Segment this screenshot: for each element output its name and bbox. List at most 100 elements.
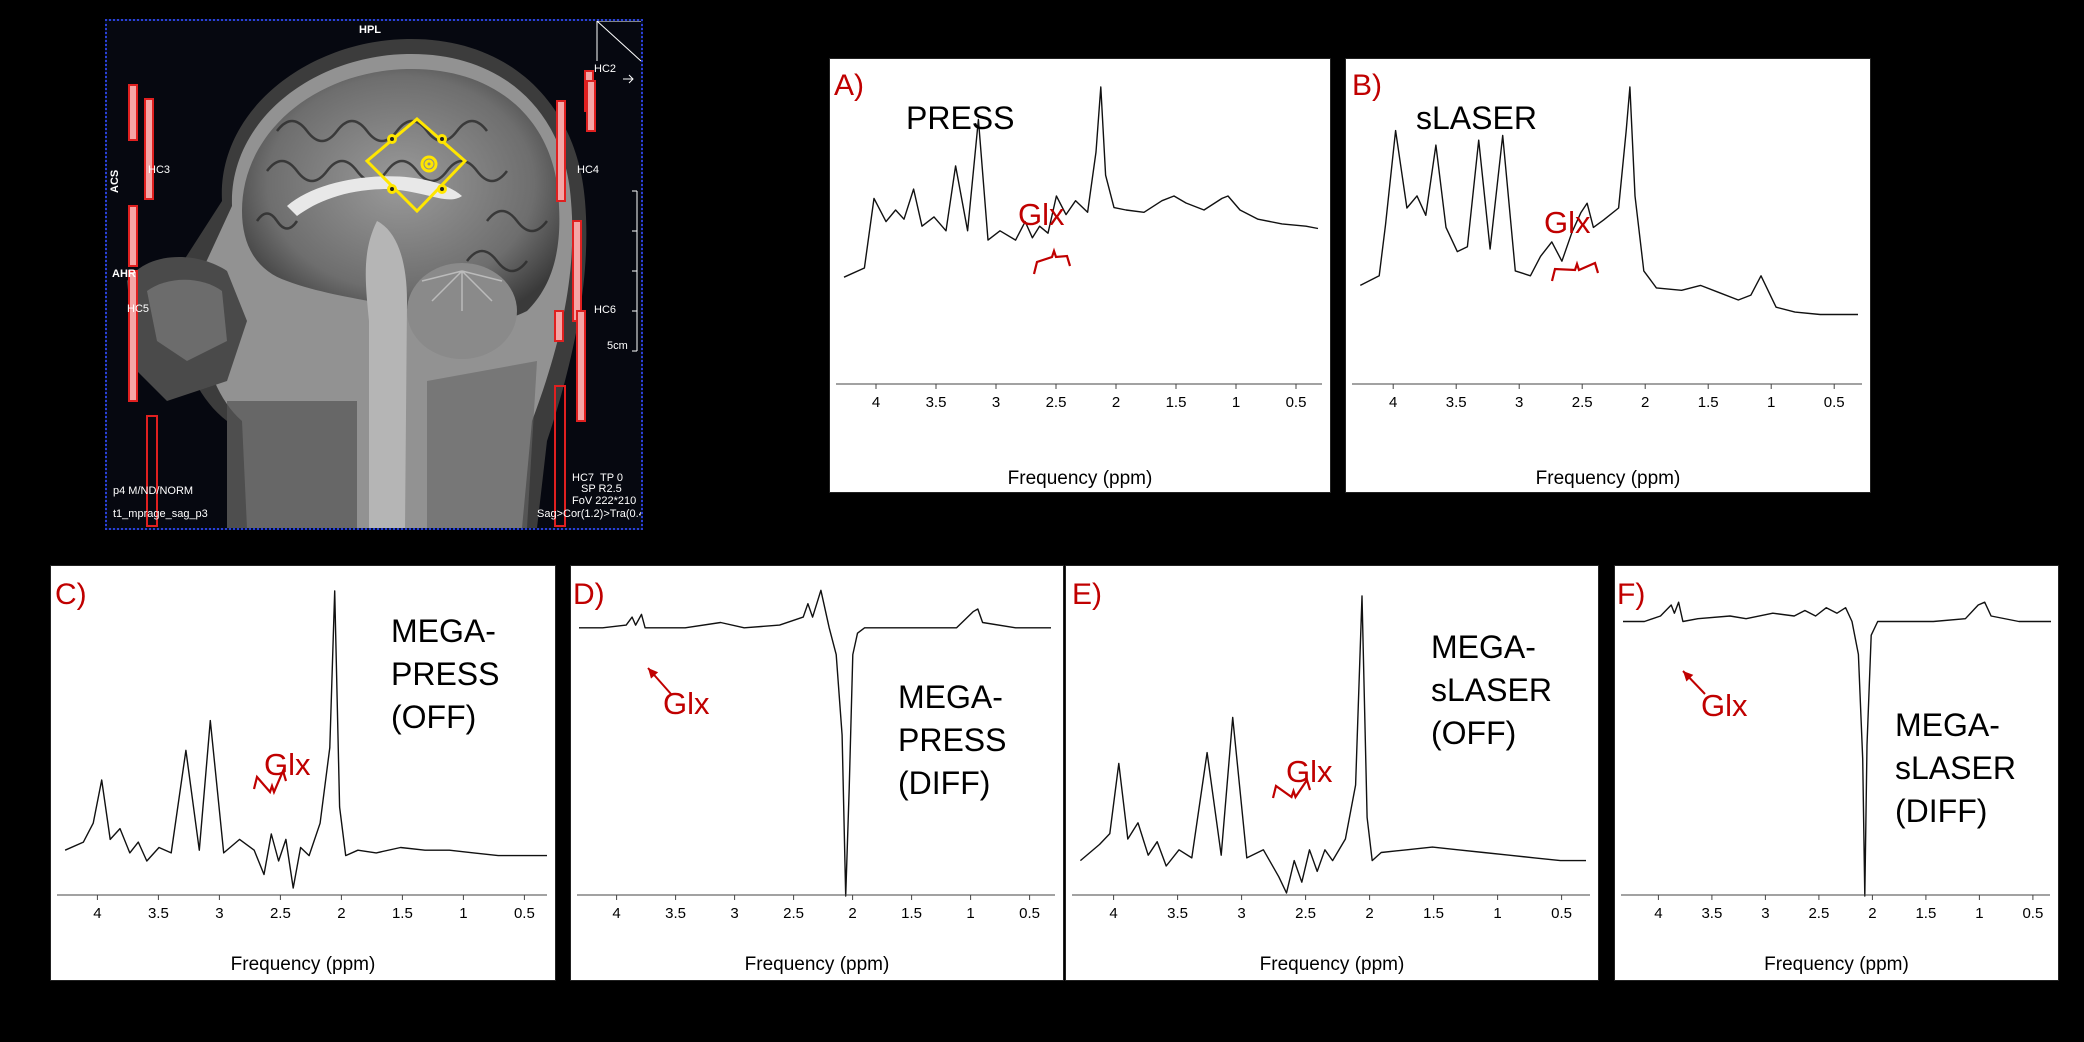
x-tick-label: 2.5 [1295, 905, 1316, 922]
x-axis-label: Frequency (ppm) [230, 954, 376, 975]
mri-label-hc2: HC2 [594, 63, 617, 75]
x-tick-label: 2.5 [1046, 394, 1067, 411]
x-axis-label: Frequency (ppm) [1007, 468, 1153, 489]
x-tick-label: 1.5 [1698, 394, 1719, 411]
spectrum-plot: 4 3.5 3 2.5 2 1.5 1 0.5 [1621, 601, 2051, 922]
x-tick-label: 1.5 [1915, 905, 1936, 922]
spectrum-panel-d: 4 3.5 3 2.5 2 1.5 1 0.5 D) MEGA- PRESS (DIFF) G… [570, 565, 1064, 981]
glx-brace [1271, 777, 1312, 800]
x-tick-label: 3 [1515, 394, 1523, 411]
x-axis-label: Frequency (ppm) [1259, 954, 1405, 975]
spectrum-plot: 4 3.5 3 2.5 2 1.5 1 0.5 [1352, 86, 1862, 411]
x-tick-label: 3.5 [148, 905, 169, 922]
x-tick-label: 1.5 [392, 905, 413, 922]
x-tick-label: 0.5 [514, 905, 535, 922]
x-tick-label: 2 [848, 905, 856, 922]
spectrum-plot: 4 3.5 3 2.5 2 1.5 1 0.5 [577, 589, 1055, 922]
x-tick-label: 1.5 [901, 905, 922, 922]
x-tick-label: 3 [215, 905, 223, 922]
spectrum-panel-a: 4 3.5 3 2.5 2 1.5 1 0.5 A) PRESS Glx Frequency … [829, 58, 1331, 493]
glx-label: Glx [1544, 205, 1591, 240]
x-tick-label: 3.5 [926, 394, 947, 411]
x-tick-label: 2 [1868, 905, 1876, 922]
x-tick-label: 2.5 [1572, 394, 1593, 411]
glx-label: Glx [1286, 754, 1333, 789]
x-tick-label: 2 [337, 905, 345, 922]
mri-label-hc3: HC3 [148, 164, 171, 176]
x-tick-label: 2.5 [270, 905, 291, 922]
x-tick-label: 1 [1232, 394, 1240, 411]
sequence-label: MEGA- PRESS (OFF) [391, 613, 500, 735]
x-tick-label: 1.5 [1166, 394, 1187, 411]
glx-label: Glx [1701, 688, 1748, 723]
mri-info-line-1: p4 M/ND/NORM [113, 485, 194, 497]
spectrum-line [1623, 601, 2051, 897]
mri-info-sp: SP R2.5 [581, 483, 622, 495]
spectrum-line [1079, 595, 1586, 894]
glx-brace [1550, 260, 1600, 282]
glx-label: Glx [1018, 197, 1065, 232]
sequence-label: sLASER [1416, 100, 1537, 136]
x-tick-label: 1 [1493, 905, 1501, 922]
x-tick-label: 2.5 [1808, 905, 1829, 922]
panel-letter: F) [1617, 578, 1646, 611]
x-tick-label: 0.5 [1286, 394, 1307, 411]
x-tick-label: 3.5 [1167, 905, 1188, 922]
x-tick-label: 3.5 [1446, 394, 1467, 411]
mri-label-hc6: HC6 [594, 304, 617, 316]
sequence-label: MEGA- sLASER (DIFF) [1895, 707, 2016, 829]
x-axis-label: Frequency (ppm) [744, 954, 890, 975]
glx-arrow-head [1683, 671, 1694, 682]
x-tick-label: 1 [966, 905, 974, 922]
x-tick-label: 1 [459, 905, 467, 922]
mri-sagittal-image: HPL HC2 HC3 HC4 ACS AHR HC5 HC6 5cm p4 M… [105, 19, 643, 530]
mri-info-orientation: Sag>Cor(1.2)>Tra(0.4) [537, 508, 643, 520]
x-tick-label: 2 [1641, 394, 1649, 411]
sequence-label: MEGA- sLASER (OFF) [1431, 629, 1552, 751]
x-tick-label: 4 [1654, 905, 1662, 922]
spectrum-panel-b: 4 3.5 3 2.5 2 1.5 1 0.5 B) sLASER Glx Frequency… [1345, 58, 1871, 493]
mri-label-ahr: AHR [112, 268, 136, 280]
spectrum-line [843, 86, 1319, 278]
spectrum-plot: 4 3.5 3 2.5 2 1.5 1 0.5 [836, 86, 1322, 411]
spectrum-line [579, 589, 1051, 897]
spectrum-plot: 4 3.5 3 2.5 2 1.5 1 0.5 [1072, 595, 1590, 922]
x-tick-label: 1 [1767, 394, 1775, 411]
x-tick-label: 3 [992, 394, 1000, 411]
glx-brace [252, 767, 288, 796]
x-axis-label: Frequency (ppm) [1764, 954, 1909, 975]
panel-letter: E) [1072, 578, 1102, 611]
sequence-label: MEGA- PRESS (DIFF) [898, 679, 1007, 801]
x-tick-label: 3.5 [1701, 905, 1722, 922]
glx-label: Glx [663, 686, 710, 721]
x-tick-label: 0.5 [1551, 905, 1572, 922]
x-tick-label: 3 [730, 905, 738, 922]
x-tick-label: 3 [1237, 905, 1245, 922]
spectrum-panel-e: 4 3.5 3 2.5 2 1.5 1 0.5 E) MEGA- sLASER (OFF) G… [1065, 565, 1599, 981]
mri-info-line-2: t1_mprage_sag_p3 [113, 508, 208, 520]
mri-info-tp: TP 0 [600, 472, 624, 484]
x-tick-label: 4 [93, 905, 101, 922]
x-tick-label: 0.5 [1824, 394, 1845, 411]
panel-letter: A) [834, 69, 864, 102]
x-tick-label: 4 [1389, 394, 1397, 411]
spectrum-plot: 4 3.5 3 2.5 2 1.5 1 0.5 [57, 590, 547, 922]
mri-info-fov: FoV 222*210 [572, 495, 637, 507]
x-tick-label: 1 [1975, 905, 1983, 922]
glx-label: Glx [264, 747, 311, 782]
panel-letter: D) [573, 578, 605, 611]
panel-letter: C) [55, 578, 87, 611]
x-tick-label: 2.5 [783, 905, 804, 922]
x-tick-label: 0.5 [1019, 905, 1040, 922]
x-tick-label: 4 [612, 905, 620, 922]
x-tick-label: 4 [1109, 905, 1117, 922]
spectrum-panel-f: 4 3.5 3 2.5 2 1.5 1 0.5 F) MEGA- sLASER (DIFF) … [1614, 565, 2059, 981]
x-tick-label: 3.5 [665, 905, 686, 922]
mri-label-hc7: HC7 [572, 472, 595, 484]
mri-label-hpl: HPL [359, 24, 381, 36]
mri-label-hc4: HC4 [577, 164, 600, 176]
spectrum-line [64, 590, 547, 889]
mri-scale-label: 5cm [607, 340, 628, 352]
x-tick-label: 2 [1365, 905, 1373, 922]
glx-brace [1032, 247, 1072, 275]
